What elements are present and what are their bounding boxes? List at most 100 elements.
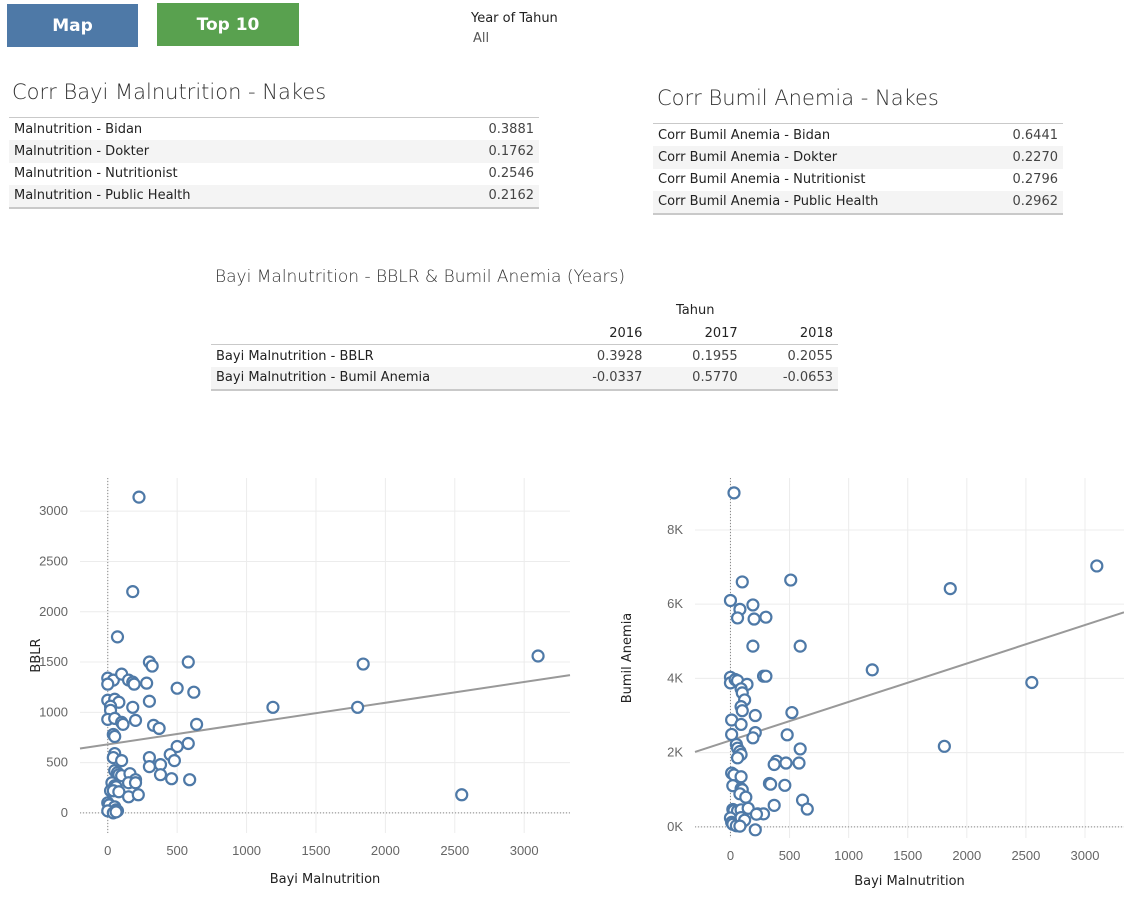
data-point [126,700,140,714]
y-axis-label: BBLR [29,638,44,672]
data-point [181,655,195,669]
data-point [778,778,792,792]
data-point [126,585,140,599]
x-tick-label: 3000 [510,843,539,858]
row-value: 0.2546 [488,166,535,182]
data-point [183,773,197,787]
data-point [190,717,204,731]
data-point [759,669,773,683]
data-point [153,768,168,782]
x-tick-label: 1500 [302,843,331,858]
data-point [734,770,748,784]
trend-line [79,674,571,750]
data-point [165,772,179,786]
row-label: Corr Bumil Anemia - Dokter [653,146,984,169]
data-point [937,739,951,753]
table-row: Corr Bumil Anemia - Dokter 0.2270 [653,146,1063,169]
data-point [115,753,129,768]
table-row: Corr Bumil Anemia - Nutritionist 0.2796 [653,169,1063,192]
data-point [759,610,773,624]
x-tick-label: 500 [166,843,188,858]
trend-line [694,611,1124,753]
data-point [733,819,747,833]
x-tick-label: 2500 [440,843,469,858]
table-row: Bayi Malnutrition - Bumil Anemia -0.0337… [211,367,838,391]
row-value: 0.5770 [647,367,743,391]
data-point [748,708,762,723]
row-label: Corr Bumil Anemia - Nutritionist [658,172,866,188]
data-point [749,807,764,821]
years-table-title: Bayi Malnutrition - BBLR & Bumil Anemia … [215,267,625,287]
x-tick-label: 1000 [232,843,261,858]
data-point [1025,675,1039,690]
year-header: 2017 [704,325,738,341]
data-point [747,612,761,626]
data-point [128,713,143,727]
row-value: -0.0337 [552,367,648,391]
data-point [351,700,365,714]
malnutrition-corr-table: Malnutrition - Bidan 0.3881 Malnutrition… [9,117,539,209]
year-filter-value[interactable]: All [473,31,490,46]
y-tick-label: 0 [61,805,68,820]
data-point [727,486,741,500]
data-point [734,717,748,732]
table-row: Bayi Malnutrition - BBLR 0.3928 0.1955 0… [211,344,838,367]
row-value: 0.2796 [1012,172,1059,188]
data-point [266,700,280,714]
data-point [127,677,141,691]
data-point [145,659,159,673]
row-value: 0.2055 [742,344,838,367]
data-point [455,788,469,802]
top10-button[interactable]: Top 10 [157,3,299,46]
data-point [735,704,749,718]
data-point [792,756,806,770]
data-point [108,729,122,744]
data-point [170,681,184,695]
row-value: 0.2162 [417,185,539,208]
data-point [746,598,760,612]
y-tick-label: 2000 [39,604,68,619]
y-tick-label: 1500 [39,654,68,669]
table-row: Corr Bumil Anemia - Public Health 0.2962 [653,191,1063,214]
data-point [800,802,814,816]
x-tick-label: 0 [104,843,111,858]
data-point [735,575,749,589]
data-point [793,639,807,653]
x-tick-label: 1000 [834,848,863,863]
table-row: Malnutrition - Nutritionist 0.2546 [9,163,539,186]
row-label: Malnutrition - Nutritionist [14,166,178,182]
anemia-scatter-chart: 0 500 1000 1500 2000 2500 3000 0K 2K 4K 6K 8K Bayi M… [620,478,1124,889]
x-tick-label: 2000 [371,843,400,858]
data-point [739,790,753,804]
data-point [101,677,115,691]
data-point [131,788,145,802]
data-point [943,581,957,596]
data-point [730,751,745,765]
x-tick-label: 0 [727,848,734,863]
row-label: Bayi Malnutrition - BBLR [211,344,553,367]
row-value: -0.0653 [742,367,838,391]
data-point [723,593,738,608]
y-tick-label: 0K [667,819,683,834]
row-value: 0.3928 [552,344,648,367]
x-tick-label: 2000 [952,848,981,863]
row-label: Corr Bumil Anemia - Public Health [653,191,984,214]
data-point [748,823,762,837]
data-point [110,630,125,644]
data-point [109,805,123,819]
y-tick-label: 8K [667,522,683,537]
y-axis-label: Bumil Anemia [620,613,635,704]
row-label: Bayi Malnutrition - Bumil Anemia [211,367,553,391]
column-group-header: Tahun [676,303,715,318]
map-button[interactable]: Map [7,4,138,47]
year-header: 2018 [799,325,833,341]
row-value: 0.2962 [983,191,1063,214]
y-tick-label: 2500 [39,553,68,568]
data-point [746,639,760,653]
data-point [730,611,745,625]
data-point [116,717,130,731]
y-tick-label: 3000 [39,503,68,518]
data-point [779,756,793,770]
x-tick-label: 500 [779,848,801,863]
